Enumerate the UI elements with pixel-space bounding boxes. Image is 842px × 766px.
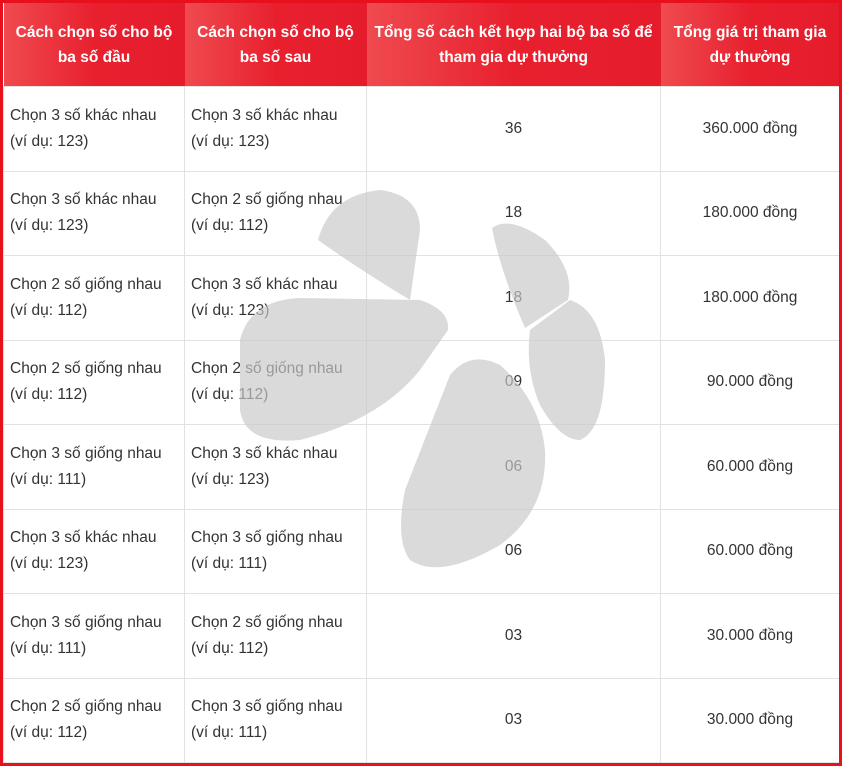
combination-count: 09 bbox=[366, 339, 661, 425]
second-set-cell: Chọn 2 số giống nhau (ví dụ: 112) bbox=[184, 339, 367, 425]
second-set-cell: Chọn 3 số khác nhau (ví dụ: 123) bbox=[184, 86, 367, 172]
header-first-set: Cách chọn số cho bộ ba số đầu bbox=[3, 3, 185, 87]
first-set-example: (ví dụ: 112) bbox=[10, 724, 88, 742]
second-set-method: Chọn 2 số giống nhau bbox=[191, 613, 343, 631]
second-set-example: (ví dụ: 123) bbox=[191, 132, 270, 150]
combination-count: 03 bbox=[366, 677, 661, 763]
combination-count: 06 bbox=[366, 424, 661, 510]
second-set-method: Chọn 3 số khác nhau bbox=[191, 275, 338, 293]
header-second-set: Cách chọn số cho bộ ba số sau bbox=[184, 3, 367, 87]
first-set-method: Chọn 3 số khác nhau bbox=[10, 529, 157, 547]
second-set-method: Chọn 3 số khác nhau bbox=[191, 444, 338, 462]
combination-count: 36 bbox=[366, 86, 661, 172]
first-set-method: Chọn 2 số giống nhau bbox=[10, 360, 162, 378]
first-set-cell: Chọn 3 số giống nhau (ví dụ: 111) bbox=[3, 593, 185, 679]
total-value: 60.000 đồng bbox=[660, 508, 840, 594]
header-combination-count: Tổng số cách kết hợp hai bộ ba số để tha… bbox=[366, 3, 661, 87]
second-set-example: (ví dụ: 123) bbox=[191, 301, 270, 319]
second-set-cell: Chọn 3 số giống nhau (ví dụ: 111) bbox=[184, 677, 367, 763]
first-set-cell: Chọn 3 số khác nhau (ví dụ: 123) bbox=[3, 86, 185, 172]
first-set-method: Chọn 2 số giống nhau bbox=[10, 275, 162, 293]
second-set-method: Chọn 3 số giống nhau bbox=[191, 529, 343, 547]
table-row: Chọn 2 số giống nhau (ví dụ: 112) Chọn 2 s… bbox=[3, 339, 840, 425]
first-set-example: (ví dụ: 112) bbox=[10, 301, 88, 319]
first-set-method: Chọn 3 số khác nhau bbox=[10, 191, 157, 209]
total-value: 180.000 đồng bbox=[660, 255, 840, 341]
first-set-cell: Chọn 3 số khác nhau (ví dụ: 123) bbox=[3, 508, 185, 594]
table-row: Chọn 3 số khác nhau (ví dụ: 123) Chọn 2 số… bbox=[3, 170, 840, 256]
first-set-cell: Chọn 2 số giống nhau (ví dụ: 112) bbox=[3, 339, 185, 425]
first-set-example: (ví dụ: 111) bbox=[10, 470, 87, 488]
total-value: 30.000 đồng bbox=[660, 593, 840, 679]
combination-count: 18 bbox=[366, 170, 661, 256]
second-set-example: (ví dụ: 112) bbox=[191, 217, 269, 235]
first-set-example: (ví dụ: 112) bbox=[10, 386, 88, 404]
combination-count: 06 bbox=[366, 508, 661, 594]
total-value: 30.000 đồng bbox=[660, 677, 840, 763]
combination-count: 18 bbox=[366, 255, 661, 341]
first-set-method: Chọn 2 số giống nhau bbox=[10, 698, 162, 716]
second-set-method: Chọn 2 số giống nhau bbox=[191, 191, 343, 209]
second-set-cell: Chọn 2 số giống nhau (ví dụ: 112) bbox=[184, 170, 367, 256]
total-value: 90.000 đồng bbox=[660, 339, 840, 425]
second-set-example: (ví dụ: 111) bbox=[191, 724, 268, 742]
first-set-method: Chọn 3 số khác nhau bbox=[10, 106, 157, 124]
total-value: 180.000 đồng bbox=[660, 170, 840, 256]
second-set-method: Chọn 3 số giống nhau bbox=[191, 698, 343, 716]
second-set-cell: Chọn 3 số giống nhau (ví dụ: 111) bbox=[184, 508, 367, 594]
prize-table: Cách chọn số cho bộ ba số đầu Cách chọn … bbox=[3, 3, 840, 763]
header-total-value: Tổng giá trị tham gia dự thưởng bbox=[660, 3, 840, 87]
second-set-example: (ví dụ: 111) bbox=[191, 555, 268, 573]
table-header: Cách chọn số cho bộ ba số đầu Cách chọn … bbox=[3, 3, 840, 87]
first-set-example: (ví dụ: 123) bbox=[10, 555, 89, 573]
first-set-example: (ví dụ: 123) bbox=[10, 132, 89, 150]
second-set-method: Chọn 3 số khác nhau bbox=[191, 106, 338, 124]
total-value: 360.000 đồng bbox=[660, 86, 840, 172]
second-set-example: (ví dụ: 112) bbox=[191, 639, 269, 657]
second-set-cell: Chọn 3 số khác nhau (ví dụ: 123) bbox=[184, 255, 367, 341]
first-set-example: (ví dụ: 111) bbox=[10, 639, 87, 657]
second-set-example: (ví dụ: 123) bbox=[191, 470, 270, 488]
first-set-method: Chọn 3 số giống nhau bbox=[10, 613, 162, 631]
first-set-cell: Chọn 3 số giống nhau (ví dụ: 111) bbox=[3, 424, 185, 510]
second-set-cell: Chọn 2 số giống nhau (ví dụ: 112) bbox=[184, 593, 367, 679]
second-set-cell: Chọn 3 số khác nhau (ví dụ: 123) bbox=[184, 424, 367, 510]
table-row: Chọn 3 số giống nhau (ví dụ: 111) Chọn 3 s… bbox=[3, 424, 840, 510]
table-row: Chọn 3 số khác nhau (ví dụ: 123) Chọn 3 số… bbox=[3, 508, 840, 594]
first-set-cell: Chọn 3 số khác nhau (ví dụ: 123) bbox=[3, 170, 185, 256]
combination-count: 03 bbox=[366, 593, 661, 679]
table-row: Chọn 2 số giống nhau (ví dụ: 112) Chọn 3 s… bbox=[3, 255, 840, 341]
total-value: 60.000 đồng bbox=[660, 424, 840, 510]
table-row: Chọn 3 số giống nhau (ví dụ: 111) Chọn 2 s… bbox=[3, 593, 840, 679]
first-set-method: Chọn 3 số giống nhau bbox=[10, 444, 162, 462]
second-set-example: (ví dụ: 112) bbox=[191, 386, 269, 404]
first-set-example: (ví dụ: 123) bbox=[10, 217, 89, 235]
first-set-cell: Chọn 2 số giống nhau (ví dụ: 112) bbox=[3, 677, 185, 763]
second-set-method: Chọn 2 số giống nhau bbox=[191, 360, 343, 378]
table-row: Chọn 3 số khác nhau (ví dụ: 123) Chọn 3 số… bbox=[3, 86, 840, 172]
first-set-cell: Chọn 2 số giống nhau (ví dụ: 112) bbox=[3, 255, 185, 341]
table-row: Chọn 2 số giống nhau (ví dụ: 112) Chọn 3 s… bbox=[3, 677, 840, 763]
